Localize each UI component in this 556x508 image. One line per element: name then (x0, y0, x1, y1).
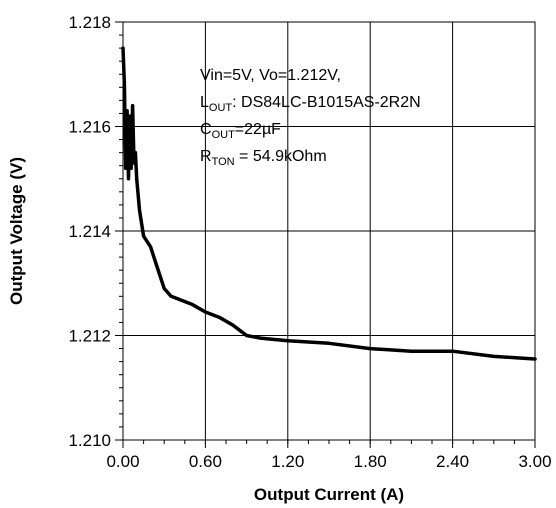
grid-lines (123, 22, 535, 440)
y-axis-title: Output Voltage (V) (7, 157, 26, 305)
x-tick-label: 1.80 (354, 452, 387, 471)
x-tick-label: 0.00 (106, 452, 139, 471)
x-tick-label: 3.00 (518, 452, 551, 471)
annotation-r-ton: RTON = 54.9kOhm (200, 148, 327, 168)
x-axis-title: Output Current (A) (254, 485, 404, 504)
annotation-l-out: LOUT: DS84LC-B1015AS-2R2N (200, 94, 421, 114)
y-tick-label: 1.216 (68, 118, 111, 137)
annotation-c-out: COUT=22µF (200, 121, 281, 141)
x-tick-label: 0.60 (189, 452, 222, 471)
x-tick-labels: 0.00 0.60 1.20 1.80 2.40 3.00 (106, 452, 551, 471)
y-tick-label: 1.214 (68, 222, 111, 241)
annotation-box: Vin=5V, Vo=1.212V, LOUT: DS84LC-B1015AS-… (200, 67, 421, 168)
series-line (121, 46, 537, 361)
y-tick-labels: 1.210 1.212 1.214 1.216 1.218 (68, 13, 111, 450)
x-tick-label: 1.20 (271, 452, 304, 471)
annotation-line-1: Vin=5V, Vo=1.212V, (200, 67, 341, 84)
minor-ticks (115, 21, 536, 448)
x-tick-label: 2.40 (436, 452, 469, 471)
y-tick-label: 1.212 (68, 327, 111, 346)
plot-area: 1.210 1.212 1.214 1.216 1.218 0.00 0.60 1.20 1.… (68, 13, 551, 471)
y-tick-label: 1.218 (68, 13, 111, 32)
y-tick-label: 1.210 (68, 431, 111, 450)
